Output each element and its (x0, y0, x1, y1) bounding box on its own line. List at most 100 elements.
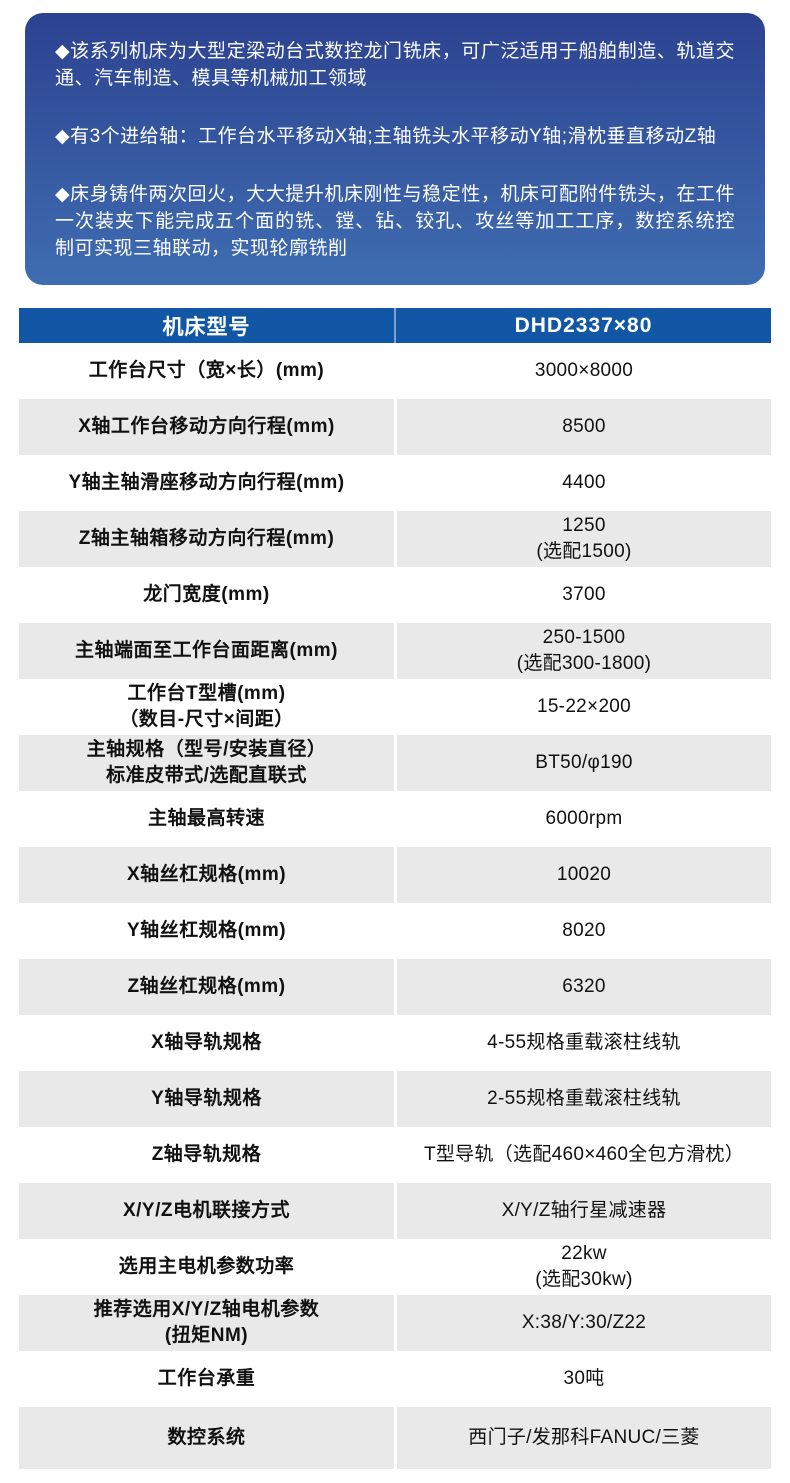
intro-card: ◆该系列机床为大型定梁动台式数控龙门铣床，可广泛适用于船舶制造、轨道交通、汽车制… (25, 13, 765, 285)
spec-row: Z轴丝杠规格(mm) 6320 (19, 959, 771, 1015)
spec-value-cell: T型导轨（选配460×460全包方滑枕） (397, 1127, 771, 1183)
spec-value-cell: 4-55规格重载滚柱线轨 (397, 1015, 771, 1071)
label-line: 主轴规格（型号/安装直径） (86, 739, 327, 760)
spec-value-cell: X/Y/Z轴行星减速器 (397, 1183, 771, 1239)
spec-row: 主轴端面至工作台面距离(mm) 250-1500 (选配300-1800) (19, 623, 771, 679)
label-line: 数控系统 (167, 1427, 246, 1448)
label-line: Z轴主轴箱移动方向行程(mm) (78, 528, 335, 549)
label-line: Z轴丝杠规格(mm) (127, 976, 286, 997)
label-line: 主轴端面至工作台面距离(mm) (75, 640, 338, 661)
spec-table-header: 机床型号 DHD2337×80 (19, 308, 771, 343)
value-line: 8500 (562, 416, 606, 437)
spec-label-cell: 推荐选用X/Y/Z轴电机参数 (扭矩NM) (19, 1295, 394, 1351)
value-line: 6000rpm (545, 808, 623, 829)
value-line: (选配300-1800) (516, 653, 652, 674)
label-line: Y轴丝杠规格(mm) (126, 920, 287, 941)
value-line: X/Y/Z轴行星减速器 (501, 1200, 667, 1221)
spec-table-body: 工作台尺寸（宽×长）(mm) 3000×8000 X轴工作台移动方向行程(mm) 85… (19, 343, 771, 1469)
spec-value-cell: BT50/φ190 (397, 735, 771, 791)
spec-label-cell: Y轴主轴滑座移动方向行程(mm) (19, 455, 394, 511)
label-line: X轴导轨规格 (151, 1032, 262, 1053)
spec-label-cell: Y轴丝杠规格(mm) (19, 903, 394, 959)
spec-value-cell: 3700 (397, 567, 771, 623)
intro-paragraph-2: ◆有3个进给轴：工作台水平移动X轴;主轴铣头水平移动Y轴;滑枕垂直移动Z轴 (55, 126, 717, 147)
spec-value-cell: 2-55规格重载滚柱线轨 (397, 1071, 771, 1127)
label-line: Y轴主轴滑座移动方向行程(mm) (68, 472, 345, 493)
spec-value-cell: 8020 (397, 903, 771, 959)
spec-row: Y轴丝杠规格(mm) 8020 (19, 903, 771, 959)
label-line: 选用主电机参数功率 (118, 1256, 295, 1277)
spec-label-cell: 龙门宽度(mm) (19, 567, 394, 623)
spec-label-cell: X/Y/Z电机联接方式 (19, 1183, 394, 1239)
intro-paragraph-3: ◆床身铸件两次回火，大大提升机床刚性与稳定性，机床可配附件铣头，在工件一次装夹下… (55, 184, 735, 259)
value-line: (选配30kw) (535, 1269, 633, 1290)
spec-label-cell: Z轴主轴箱移动方向行程(mm) (19, 511, 394, 567)
label-line: Z轴导轨规格 (151, 1144, 262, 1165)
label-line: 工作台承重 (157, 1368, 256, 1389)
spec-label-cell: 主轴最高转速 (19, 791, 394, 847)
spec-value-cell: 3000×8000 (397, 343, 771, 399)
spec-row: Y轴导轨规格 2-55规格重载滚柱线轨 (19, 1071, 771, 1127)
label-line: 主轴最高转速 (147, 808, 265, 829)
spec-value-cell: 西门子/发那科FANUC/三菱 (397, 1407, 771, 1469)
value-line: 3700 (562, 584, 606, 605)
value-line: 15-22×200 (536, 696, 632, 717)
spec-value-cell: X:38/Y:30/Z22 (397, 1295, 771, 1351)
spec-label-cell: Z轴导轨规格 (19, 1127, 394, 1183)
spec-row: 龙门宽度(mm) 3700 (19, 567, 771, 623)
spec-row: 数控系统 西门子/发那科FANUC/三菱 (19, 1407, 771, 1469)
spec-row: Z轴导轨规格 T型导轨（选配460×460全包方滑枕） (19, 1127, 771, 1183)
spec-row: 主轴规格（型号/安装直径） 标准皮带式/选配直联式 BT50/φ190 (19, 735, 771, 791)
spec-label-cell: X轴导轨规格 (19, 1015, 394, 1071)
value-line: 30吨 (563, 1368, 605, 1389)
value-line: 4400 (562, 472, 606, 493)
value-line: 西门子/发那科FANUC/三菱 (468, 1427, 700, 1448)
spec-row: 主轴最高转速 6000rpm (19, 791, 771, 847)
label-line: 标准皮带式/选配直联式 (106, 765, 307, 786)
label-line: X/Y/Z电机联接方式 (122, 1200, 290, 1221)
value-line: 22kw (561, 1243, 607, 1264)
value-line: X:38/Y:30/Z22 (521, 1312, 647, 1333)
spec-row: 推荐选用X/Y/Z轴电机参数 (扭矩NM) X:38/Y:30/Z22 (19, 1295, 771, 1351)
label-line: 龙门宽度(mm) (143, 584, 270, 605)
spec-page: ◆该系列机床为大型定梁动台式数控龙门铣床，可广泛适用于船舶制造、轨道交通、汽车制… (0, 13, 790, 1483)
label-line: X轴丝杠规格(mm) (126, 864, 287, 885)
spec-label-cell: 主轴端面至工作台面距离(mm) (19, 623, 394, 679)
intro-paragraph-1: ◆该系列机床为大型定梁动台式数控龙门铣床，可广泛适用于船舶制造、轨道交通、汽车制… (55, 41, 735, 89)
value-line: BT50/φ190 (535, 752, 633, 773)
value-line: T型导轨（选配460×460全包方滑枕） (423, 1144, 745, 1165)
spec-row: 选用主电机参数功率 22kw (选配30kw) (19, 1239, 771, 1295)
spec-table: 机床型号 DHD2337×80 工作台尺寸（宽×长）(mm) 3000×8000 X… (19, 308, 771, 1469)
spec-value-cell: 22kw (选配30kw) (397, 1239, 771, 1295)
spec-label-cell: 主轴规格（型号/安装直径） 标准皮带式/选配直联式 (19, 735, 394, 791)
value-line: 4-55规格重载滚柱线轨 (487, 1032, 681, 1053)
value-line: 3000×8000 (534, 360, 634, 381)
spec-label-cell: 工作台承重 (19, 1351, 394, 1407)
spec-row: X轴丝杠规格(mm) 10020 (19, 847, 771, 903)
spec-value-cell: 4400 (397, 455, 771, 511)
header-model-label: 机床型号 (162, 315, 251, 339)
spec-label-cell: Y轴导轨规格 (19, 1071, 394, 1127)
value-line: 8020 (562, 920, 606, 941)
spec-label-cell: Z轴丝杠规格(mm) (19, 959, 394, 1015)
header-column-divider (394, 308, 396, 343)
label-line: X轴工作台移动方向行程(mm) (78, 416, 335, 437)
spec-row: 工作台尺寸（宽×长）(mm) 3000×8000 (19, 343, 771, 399)
spec-row: X/Y/Z电机联接方式 X/Y/Z轴行星减速器 (19, 1183, 771, 1239)
spec-value-cell: 15-22×200 (397, 679, 771, 735)
label-line: 工作台尺寸（宽×长）(mm) (88, 360, 325, 381)
spec-row: X轴导轨规格 4-55规格重载滚柱线轨 (19, 1015, 771, 1071)
spec-value-cell: 30吨 (397, 1351, 771, 1407)
spec-label-cell: X轴丝杠规格(mm) (19, 847, 394, 903)
label-line: Y轴导轨规格 (151, 1088, 262, 1109)
header-model-value: DHD2337×80 (514, 313, 653, 337)
value-line: (选配1500) (536, 541, 632, 562)
spec-label-cell: 工作台T型槽(mm) （数目-尺寸×间距） (19, 679, 394, 735)
spec-value-cell: 8500 (397, 399, 771, 455)
spec-row: 工作台承重 30吨 (19, 1351, 771, 1407)
spec-label-cell: X轴工作台移动方向行程(mm) (19, 399, 394, 455)
value-line: 10020 (556, 864, 612, 885)
value-line: 250-1500 (542, 627, 626, 648)
spec-value-cell: 10020 (397, 847, 771, 903)
spec-label-cell: 数控系统 (19, 1407, 394, 1469)
